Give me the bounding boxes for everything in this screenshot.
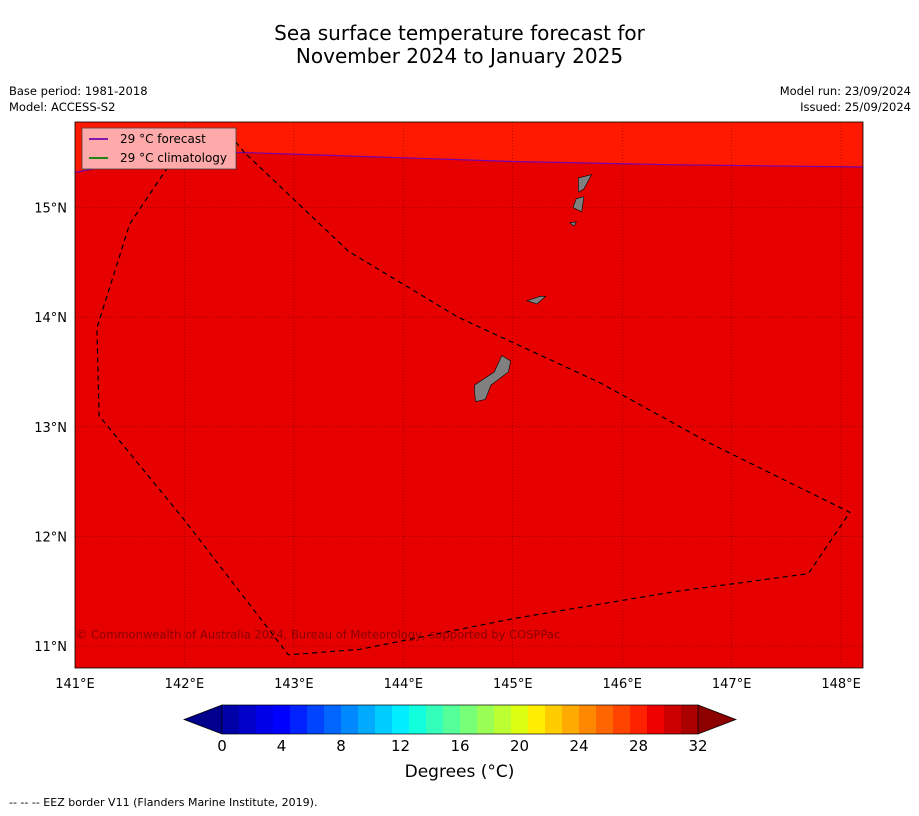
colorbar-swatch bbox=[613, 705, 631, 734]
colorbar: 0 4 8 12 16 20 24 28 32 bbox=[183, 704, 737, 755]
colorbar-swatch bbox=[494, 705, 512, 734]
colorbar-swatch bbox=[256, 705, 274, 734]
lon-tick-label: 142°E bbox=[165, 677, 205, 692]
legend-label: 29 °C climatology bbox=[120, 151, 227, 165]
legend-box bbox=[81, 127, 237, 170]
lat-tick-label: 13°N bbox=[34, 421, 67, 436]
lon-tick-label: 146°E bbox=[602, 677, 642, 692]
colorbar-swatch bbox=[324, 705, 342, 734]
colorbar-swatch bbox=[562, 705, 580, 734]
lon-tick-label: 144°E bbox=[384, 677, 424, 692]
eez-border bbox=[96, 130, 851, 656]
colorbar-tick-label: 12 bbox=[391, 737, 410, 755]
colorbar-tick-label: 24 bbox=[569, 737, 588, 755]
colorbar-swatch bbox=[528, 705, 546, 734]
island-4 bbox=[526, 296, 547, 305]
colorbar-extend-max bbox=[697, 704, 737, 735]
colorbar-swatch bbox=[273, 705, 291, 734]
colorbar-swatch bbox=[222, 705, 240, 734]
colorbar-swatch bbox=[545, 705, 563, 734]
colorbar-swatch bbox=[239, 705, 257, 734]
colorbar-tick-label: 0 bbox=[217, 737, 227, 755]
colorbar-swatch bbox=[477, 705, 495, 734]
colorbar-tick-label: 28 bbox=[629, 737, 648, 755]
colorbar-swatch bbox=[681, 705, 699, 734]
model-name: Model: ACCESS-S2 bbox=[9, 100, 116, 114]
lon-tick-label: 147°E bbox=[712, 677, 752, 692]
colorbar-swatch bbox=[392, 705, 410, 734]
colorbar-swatch bbox=[596, 705, 614, 734]
colorbar-swatch bbox=[664, 705, 682, 734]
island-1 bbox=[578, 174, 593, 193]
colorbar-swatch bbox=[341, 705, 359, 734]
colorbar-swatch bbox=[375, 705, 393, 734]
colorbar-swatch bbox=[307, 705, 325, 734]
base-period: Base period: 1981-2018 bbox=[9, 84, 148, 98]
colorbar-tick-label: 4 bbox=[277, 737, 287, 755]
lat-tick-label: 14°N bbox=[34, 311, 67, 326]
colorbar-label: Degrees (°C) bbox=[404, 762, 515, 782]
lon-tick-label: 143°E bbox=[274, 677, 314, 692]
title-line-2: November 2024 to January 2025 bbox=[295, 44, 624, 68]
colorbar-tick-label: 16 bbox=[450, 737, 469, 755]
map-frame bbox=[74, 121, 864, 669]
lat-tick-label: 11°N bbox=[34, 640, 67, 655]
colorbar-swatch bbox=[290, 705, 308, 734]
colorbar-swatch bbox=[426, 705, 444, 734]
colorbar-frame bbox=[221, 704, 699, 735]
model-info: Base period: 1981-2018 Model: ACCESS-S2 bbox=[9, 83, 148, 115]
colorbar-swatch bbox=[460, 705, 478, 734]
lon-tick-label: 145°E bbox=[493, 677, 533, 692]
title-line-1: Sea surface temperature forecast for bbox=[274, 21, 645, 45]
colorbar-swatch bbox=[630, 705, 648, 734]
legend-label: 29 °C forecast bbox=[120, 132, 206, 146]
island-3 bbox=[568, 221, 577, 227]
lon-tick-label: 148°E bbox=[821, 677, 861, 692]
sst-fill bbox=[75, 122, 863, 668]
issued-date: Issued: 25/09/2024 bbox=[800, 100, 911, 114]
sst-fill-warm-band bbox=[75, 122, 863, 173]
lat-tick-label: 15°N bbox=[34, 202, 67, 217]
colorbar-tick-label: 20 bbox=[510, 737, 529, 755]
lon-tick-label: 141°E bbox=[55, 677, 95, 692]
run-info: Model run: 23/09/2024 Issued: 25/09/2024 bbox=[780, 83, 911, 115]
model-run-date: Model run: 23/09/2024 bbox=[779, 84, 911, 98]
colorbar-swatch bbox=[443, 705, 461, 734]
colorbar-swatch bbox=[511, 705, 529, 734]
colorbar-tick-label: 32 bbox=[688, 737, 707, 755]
colorbar-swatch bbox=[358, 705, 376, 734]
copyright-text: © Commonwealth of Australia 2024, Bureau… bbox=[76, 628, 560, 642]
map-panel: © Commonwealth of Australia 2024, Bureau… bbox=[34, 121, 864, 692]
colorbar-extend-min bbox=[183, 704, 223, 735]
colorbar-swatch bbox=[579, 705, 597, 734]
eez-footnote: -- -- -- EEZ border V11 (Flanders Marine… bbox=[9, 796, 318, 809]
colorbar-swatch bbox=[647, 705, 665, 734]
island-5 bbox=[474, 355, 511, 402]
legend: 29 °C forecast 29 °C climatology bbox=[81, 127, 237, 170]
colorbar-tick-label: 8 bbox=[336, 737, 346, 755]
chart-title: Sea surface temperature forecast for Nov… bbox=[0, 22, 919, 68]
lat-tick-label: 12°N bbox=[34, 530, 67, 545]
colorbar-swatch bbox=[409, 705, 427, 734]
island-2 bbox=[572, 196, 585, 213]
